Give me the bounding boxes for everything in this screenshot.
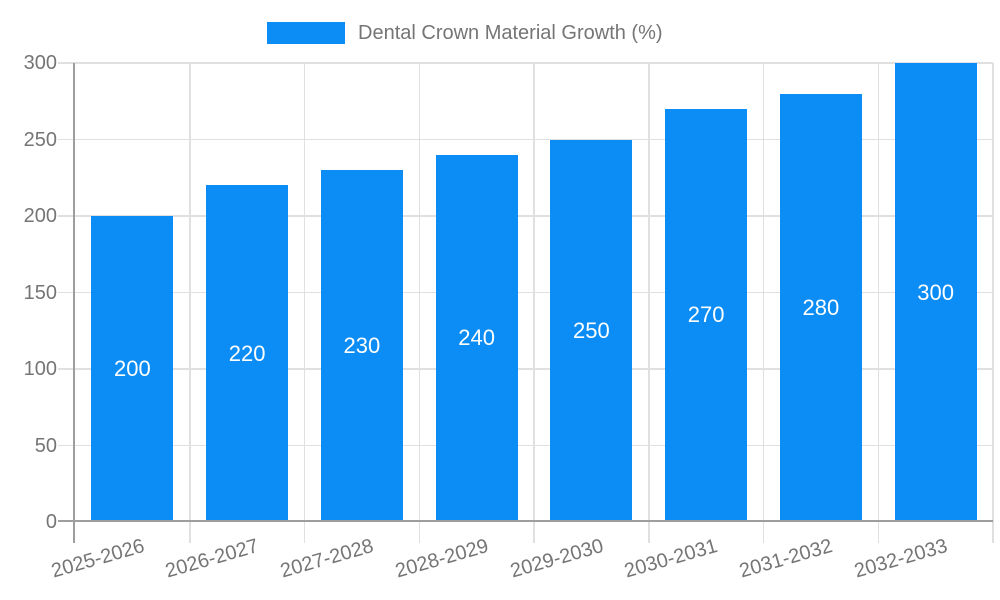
x-gridline (877, 63, 879, 543)
y-gridline (58, 444, 993, 447)
x-tick-label: 2030-2031 (622, 534, 721, 583)
bar (320, 170, 403, 522)
legend-label: Dental Crown Material Growth (%) (358, 22, 663, 44)
x-tick-label: 2028-2029 (392, 534, 491, 583)
y-tick-label: 200 (23, 205, 57, 227)
bar (206, 185, 289, 522)
bar (91, 216, 174, 522)
x-gridline (533, 63, 535, 543)
bar (435, 154, 518, 522)
bar (894, 63, 977, 522)
x-axis-line (58, 520, 993, 522)
bar (665, 108, 748, 522)
y-gridline (58, 368, 993, 370)
x-gridline (303, 63, 306, 543)
y-gridline (58, 62, 993, 64)
bar-value-label: 280 (802, 294, 840, 320)
x-tick-label: 2027-2028 (278, 534, 377, 583)
x-tick-label: 2031-2032 (737, 534, 836, 583)
plot-area: 0 50 100 150 200 250 300 200 2025-2026 220 2026-20… (24, 52, 994, 582)
bar-value-label: 300 (917, 279, 954, 305)
bar-value-label: 230 (343, 333, 381, 359)
y-tick-label: 50 (34, 434, 57, 457)
x-gridline (648, 63, 650, 543)
y-tick-label: 300 (23, 52, 57, 74)
chart-legend: Dental Crown Material Growth (%) (267, 21, 663, 45)
legend-swatch (267, 22, 345, 44)
bar (550, 139, 633, 522)
y-gridline (58, 291, 993, 294)
y-tick-label: 150 (23, 281, 57, 304)
y-axis-line (73, 63, 75, 543)
x-gridline (189, 63, 191, 543)
x-tick-label: 2029-2030 (507, 534, 606, 583)
bar-value-label: 270 (687, 302, 725, 328)
bar-value-label: 250 (573, 317, 610, 343)
x-tick-label: 2026-2027 (163, 534, 262, 583)
y-gridline (58, 215, 993, 217)
x-tick-label: 2025-2026 (48, 534, 147, 583)
y-gridline (58, 138, 993, 141)
x-gridline (762, 63, 765, 543)
y-tick-label: 100 (23, 358, 57, 380)
y-tick-label: 250 (23, 128, 57, 151)
bar-value-label: 220 (228, 340, 266, 366)
bar-value-label: 200 (114, 356, 151, 381)
y-tick-label: 0 (45, 511, 57, 533)
x-tick-label: 2032-2033 (851, 534, 950, 583)
bar (779, 93, 862, 522)
x-gridline (992, 63, 994, 543)
x-gridline (418, 63, 420, 543)
bar-value-label: 240 (458, 325, 495, 351)
